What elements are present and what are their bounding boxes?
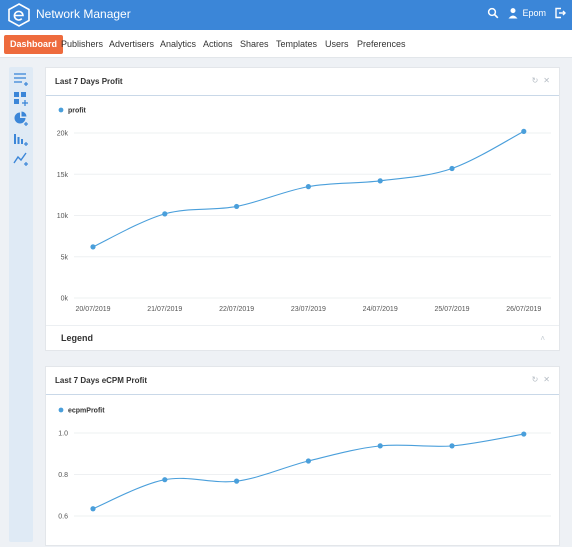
y-tick-label: 0.8: [58, 472, 68, 479]
nav-actions[interactable]: Actions: [203, 39, 233, 49]
main-nav: Dashboard Publishers Advertisers Analyti…: [0, 30, 572, 58]
data-point: [305, 458, 311, 464]
y-tick-label: 0k: [61, 296, 69, 303]
panel-header: Last 7 Days eCPM Profit ↻ ✕: [46, 367, 559, 395]
x-tick-label: 23/07/2019: [291, 306, 326, 313]
data-point: [521, 128, 527, 134]
profit-line-chart: profit 0k 5k 10k 15k 20k 20/07/2019 21/07/2019 2…: [57, 107, 551, 313]
y-tick-label: 5k: [61, 254, 69, 261]
y-tick-label: 15k: [57, 172, 69, 179]
x-tick-label: 26/07/2019: [506, 306, 541, 313]
data-point: [162, 211, 168, 217]
data-point: [377, 443, 383, 449]
y-tick-label: 0.6: [58, 514, 68, 521]
data-point: [449, 165, 455, 172]
data-point: [377, 178, 383, 184]
data-point: [90, 244, 96, 250]
nav-advertisers[interactable]: Advertisers: [109, 39, 155, 49]
y-tick-label: 20k: [57, 131, 69, 138]
y-tick-label: 1.0: [58, 431, 68, 438]
widget-sidebar: [9, 67, 33, 542]
nav-analytics[interactable]: Analytics: [160, 39, 197, 49]
refresh-icon[interactable]: ↻: [531, 76, 539, 85]
x-tick-label: 22/07/2019: [219, 306, 254, 313]
nav-preferences[interactable]: Preferences: [357, 39, 406, 49]
logout-icon[interactable]: [554, 7, 566, 19]
ecpm-profit-line-chart: ecpmProfit 0.6 0.8 1.0: [58, 407, 551, 521]
chevron-up-icon[interactable]: ˄: [540, 334, 545, 343]
legend-series-label: profit: [68, 108, 87, 115]
panel-header: Last 7 Days Profit ↻ ✕: [46, 68, 559, 96]
legend-toggle[interactable]: Legend ˄: [46, 325, 559, 351]
x-tick-label: 21/07/2019: [147, 306, 182, 313]
ecpm-profit-panel: Last 7 Days eCPM Profit ↻ ✕ ecpmProfit 0.…: [45, 366, 560, 546]
legend-marker: [58, 407, 64, 413]
pie-chart-add-icon[interactable]: [13, 111, 29, 127]
nav-shares[interactable]: Shares: [240, 39, 269, 49]
bar-chart-add-icon[interactable]: [13, 131, 29, 147]
x-tick-label: 25/07/2019: [434, 306, 469, 313]
app-logo[interactable]: [7, 3, 31, 27]
user-menu[interactable]: Epom: [507, 7, 546, 19]
close-icon[interactable]: ✕: [543, 76, 550, 85]
legend-series-label: ecpmProfit: [68, 408, 105, 415]
close-icon[interactable]: ✕: [543, 375, 550, 384]
app-title: Network Manager: [36, 7, 131, 21]
data-point: [521, 431, 527, 437]
x-tick-label: 24/07/2019: [363, 306, 398, 313]
x-tick-label: 20/07/2019: [75, 306, 110, 313]
refresh-icon[interactable]: ↻: [531, 375, 539, 384]
data-point: [449, 443, 455, 449]
search-icon[interactable]: [487, 7, 499, 19]
line-chart-add-icon[interactable]: [13, 151, 29, 167]
nav-publishers[interactable]: Publishers: [61, 39, 104, 49]
nav-users[interactable]: Users: [325, 39, 349, 49]
y-tick-label: 10k: [57, 213, 69, 220]
legend-title: Legend: [61, 333, 94, 343]
data-point: [305, 184, 311, 190]
list-add-icon[interactable]: [13, 71, 29, 87]
panel-title: Last 7 Days Profit: [55, 77, 123, 86]
data-point: [90, 506, 96, 512]
series-line: [92, 433, 524, 510]
nav-dashboard[interactable]: Dashboard: [4, 35, 64, 54]
legend-marker: [58, 107, 64, 113]
profit-panel: Last 7 Days Profit ↻ ✕ profit 0k 5k 10k 15k 2…: [45, 67, 560, 351]
user-name: Epom: [522, 8, 546, 18]
top-bar: Network Manager Epom: [0, 0, 572, 30]
user-icon: [508, 8, 518, 19]
data-point: [234, 203, 240, 210]
panel-title: Last 7 Days eCPM Profit: [55, 376, 148, 385]
widgets-add-icon[interactable]: [13, 91, 29, 107]
nav-templates[interactable]: Templates: [276, 39, 318, 49]
data-point: [162, 477, 168, 483]
data-point: [234, 478, 240, 484]
